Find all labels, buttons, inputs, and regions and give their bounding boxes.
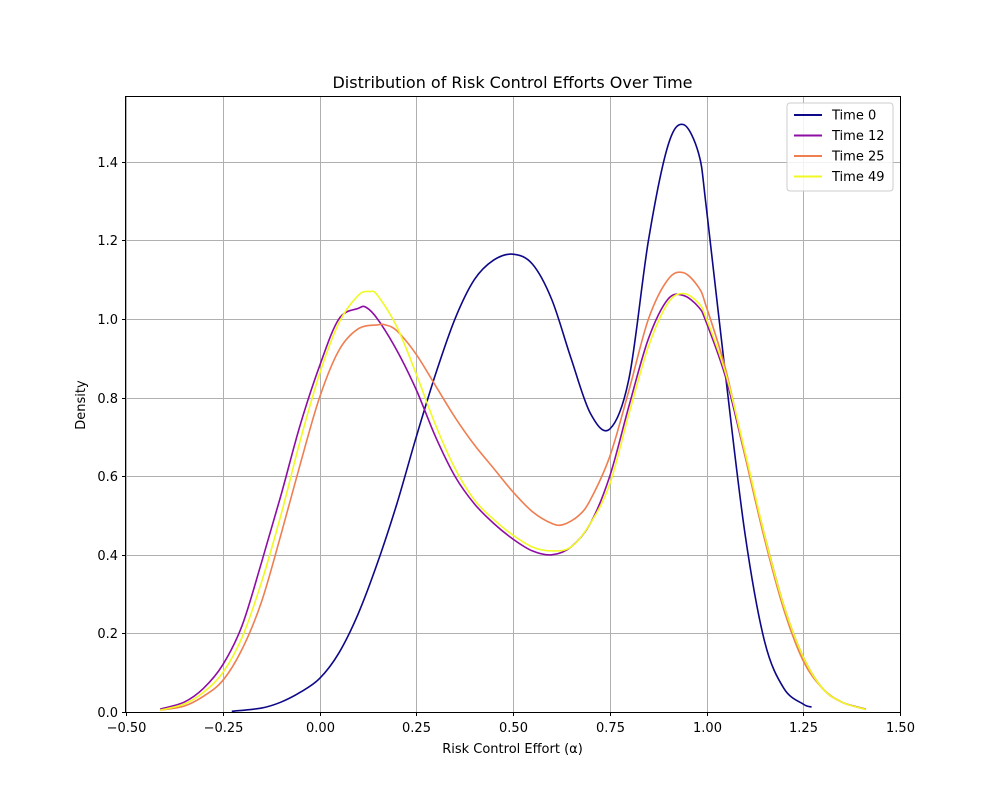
legend-box [786, 102, 894, 192]
x-axis-label: Risk Control Effort (α) [442, 742, 583, 757]
legend: Time 0 Time 12 Time 25 Time 49 [786, 102, 894, 192]
x-tick-label: 1.25 [789, 721, 818, 736]
y-tick-label: 0.6 [97, 470, 118, 485]
y-axis-label: Density [74, 380, 89, 430]
grid [126, 97, 901, 713]
x-tick-label: 0.50 [499, 721, 528, 736]
x-tick-label: 0.25 [402, 721, 431, 736]
y-tick-label: 1.2 [97, 234, 118, 249]
x-tick-label: 1.00 [693, 721, 722, 736]
series-line-time-49 [160, 290, 866, 711]
y-tick-label: 0.4 [97, 549, 118, 564]
y-tick-label: 1.0 [97, 313, 118, 328]
x-tick-label: −0.50 [107, 721, 147, 736]
axes-ticks: −0.50 −0.25 0.00 0.25 0.50 0.75 1.00 1.25 1.50 0.… [97, 156, 915, 736]
y-tick-label: 0.0 [97, 706, 118, 721]
y-tick-label: 0.2 [97, 627, 118, 642]
x-tick-label: 1.50 [886, 721, 915, 736]
legend-label: Time 12 [831, 129, 885, 144]
x-tick-label: 0.75 [596, 721, 625, 736]
y-tick-label: 0.8 [97, 392, 118, 407]
y-tick-label: 1.4 [97, 156, 118, 171]
x-tick-label: 0.00 [306, 721, 335, 736]
series-line-time-0 [231, 123, 812, 713]
legend-label: Time 49 [831, 170, 885, 185]
chart-title: Distribution of Risk Control Efforts Ove… [332, 73, 692, 92]
x-tick-label: −0.25 [204, 721, 244, 736]
legend-label: Time 25 [831, 150, 885, 165]
plot-area [160, 123, 866, 713]
legend-label: Time 0 [831, 109, 876, 124]
